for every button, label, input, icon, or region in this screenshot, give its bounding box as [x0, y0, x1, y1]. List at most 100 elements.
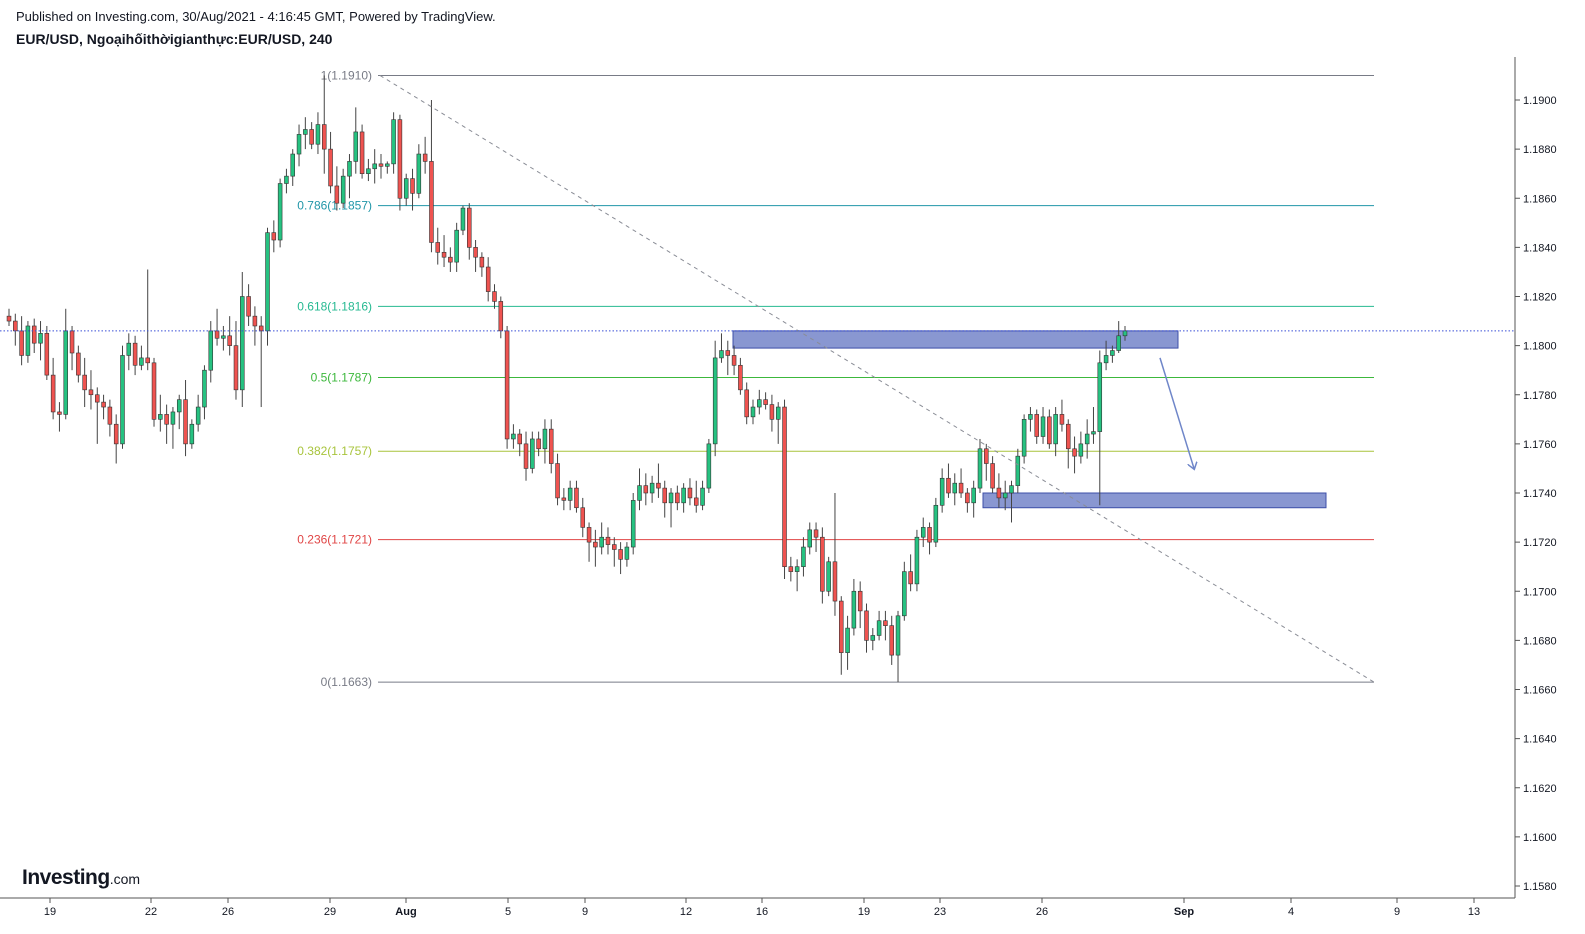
candle-body: [44, 333, 50, 376]
fib-level-label: 1(1.1910): [321, 68, 372, 82]
candle-body: [492, 291, 497, 302]
candle-body: [555, 463, 560, 499]
candle-body: [693, 497, 699, 506]
candle-body: [927, 527, 932, 543]
candle-body: [38, 333, 43, 344]
fib-level-label: 0.618(1.1816): [297, 299, 372, 313]
candle-body: [542, 428, 548, 450]
candle-body: [681, 487, 686, 504]
candle-body: [769, 404, 775, 420]
candle-body: [214, 330, 220, 339]
candle-body: [158, 414, 163, 420]
candle-body: [908, 571, 913, 585]
candle-body: [744, 389, 749, 418]
price-tick-label: 1.1740: [1523, 488, 1557, 500]
price-tick-label: 1.1860: [1523, 193, 1557, 205]
candle-body: [832, 561, 838, 602]
candle-body: [309, 129, 314, 145]
price-tick-label: 1.1680: [1523, 635, 1557, 647]
candle-body: [422, 153, 428, 162]
overlay-layer: [0, 75, 1515, 683]
candle-body: [366, 168, 371, 174]
candle-body: [1097, 362, 1103, 432]
candle-body: [1103, 355, 1109, 364]
candle-body: [895, 615, 901, 656]
price-tick-label: 1.1780: [1523, 390, 1557, 402]
candles-layer: [6, 75, 1128, 683]
fib-level-label: 0.5(1.1787): [311, 371, 372, 385]
candle-body: [139, 357, 144, 366]
candle-body: [612, 544, 617, 550]
fib-level-label: 0.236(1.1721): [297, 533, 372, 547]
candle-body: [403, 178, 409, 199]
candle-body: [467, 207, 472, 248]
price-tick-label: 1.1640: [1523, 734, 1557, 746]
candle-body: [643, 485, 649, 494]
candle-body: [258, 325, 264, 332]
time-tick-label: 26: [222, 906, 234, 918]
candle-body: [630, 500, 636, 548]
candle-body: [69, 330, 75, 354]
candle-body: [561, 497, 567, 501]
candle-body: [782, 406, 787, 567]
time-tick-label: Aug: [395, 906, 416, 918]
candle-body: [574, 487, 579, 509]
candle-body: [195, 406, 201, 425]
candle-body: [801, 546, 806, 567]
candle-body: [1122, 330, 1128, 337]
candle-body: [473, 247, 478, 258]
candle-body: [1047, 416, 1052, 445]
candle-body: [126, 342, 132, 356]
candle-body: [990, 463, 995, 489]
candle-body: [958, 482, 964, 494]
candle-body: [738, 364, 743, 391]
time-tick-label: 19: [858, 906, 870, 918]
candle-body: [101, 401, 106, 408]
investing-logo: Investing.com: [22, 866, 141, 889]
candle-body: [920, 527, 926, 538]
candle-body: [719, 350, 724, 359]
candle-body: [107, 406, 113, 425]
price-tick-label: 1.1620: [1523, 783, 1557, 795]
candle-body: [265, 232, 270, 332]
candle-body: [1072, 448, 1077, 457]
candle-body: [725, 350, 731, 356]
candle-body: [775, 406, 781, 420]
candle-body: [517, 433, 522, 445]
time-tick-label: 16: [756, 906, 768, 918]
candle-body: [700, 487, 705, 506]
candle-body: [359, 131, 365, 174]
candle-body: [303, 129, 308, 135]
supply-demand-zone: [732, 330, 1179, 349]
candle-body: [353, 131, 359, 162]
candle-body: [378, 163, 384, 167]
candle-body: [31, 325, 37, 344]
price-tick-label: 1.1840: [1523, 242, 1557, 254]
candle-body: [511, 433, 516, 440]
candle-body: [1053, 414, 1058, 445]
candle-body: [820, 536, 825, 592]
candle-body: [750, 406, 756, 418]
published-caption: Published on Investing.com, 30/Aug/2021 …: [16, 9, 496, 24]
candle-body: [252, 315, 258, 327]
candle-body: [870, 635, 876, 641]
time-tick-label: 29: [324, 906, 336, 918]
candle-body: [523, 443, 529, 469]
candle-body: [1002, 492, 1008, 499]
candle-body: [176, 399, 182, 413]
candle-body: [996, 487, 1002, 499]
chart-symbol-title: EUR/USD, Ngoạihốithờigianthực:EUR/USD, 2…: [16, 31, 333, 47]
candle-body: [712, 357, 718, 445]
candle-body: [416, 153, 422, 194]
candle-body: [221, 335, 226, 339]
candle-body: [656, 482, 661, 489]
candle-body: [334, 185, 340, 204]
candle-body: [952, 482, 958, 494]
candle-body: [315, 124, 321, 145]
candle-body: [164, 414, 169, 425]
candle-body: [889, 625, 894, 656]
candle-body: [347, 161, 352, 177]
candle-body: [902, 571, 907, 617]
candle-body: [567, 487, 573, 501]
